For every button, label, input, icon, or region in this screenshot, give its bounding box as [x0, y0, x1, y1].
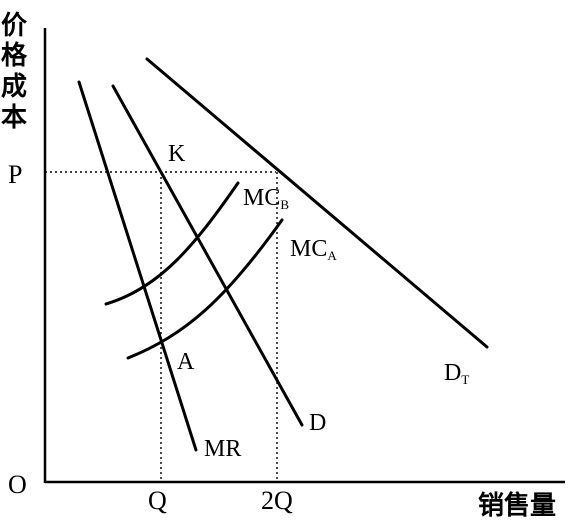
point-k-label: K — [168, 141, 186, 167]
mcb-curve-label: MCB — [243, 185, 289, 212]
dt-curve-label: DT — [444, 360, 469, 387]
mca-subscript: A — [327, 248, 337, 263]
point-a-label: A — [177, 349, 195, 375]
q-tick-label: Q — [148, 486, 167, 515]
y-axis-title-char-3: 成 — [1, 72, 27, 102]
price-label: P — [8, 160, 22, 189]
origin-label: O — [8, 470, 27, 499]
y-axis-title-char-1: 价 — [1, 11, 28, 41]
y-axis-title-char-4: 本 — [1, 103, 27, 133]
dt-main: D — [444, 360, 461, 386]
x-axis-title: 销售量 — [478, 490, 556, 521]
d-curve-label: D — [309, 410, 326, 436]
mca-curve-label: MCA — [290, 236, 337, 263]
y-axis-title-char-2: 格 — [1, 40, 28, 71]
marginal-revenue-curve — [77, 80, 198, 452]
mr-curve-label: MR — [204, 436, 241, 462]
total-demand-curve — [145, 57, 489, 349]
dt-subscript: T — [461, 372, 469, 387]
mca-main: MC — [290, 236, 327, 262]
marginal-cost-b-curve — [104, 181, 240, 306]
mcb-main: MC — [243, 185, 280, 211]
demand-curve — [111, 84, 304, 427]
mcb-subscript: B — [280, 197, 289, 212]
two-q-tick-label: 2Q — [261, 486, 293, 515]
marginal-cost-a-curve — [126, 218, 284, 360]
